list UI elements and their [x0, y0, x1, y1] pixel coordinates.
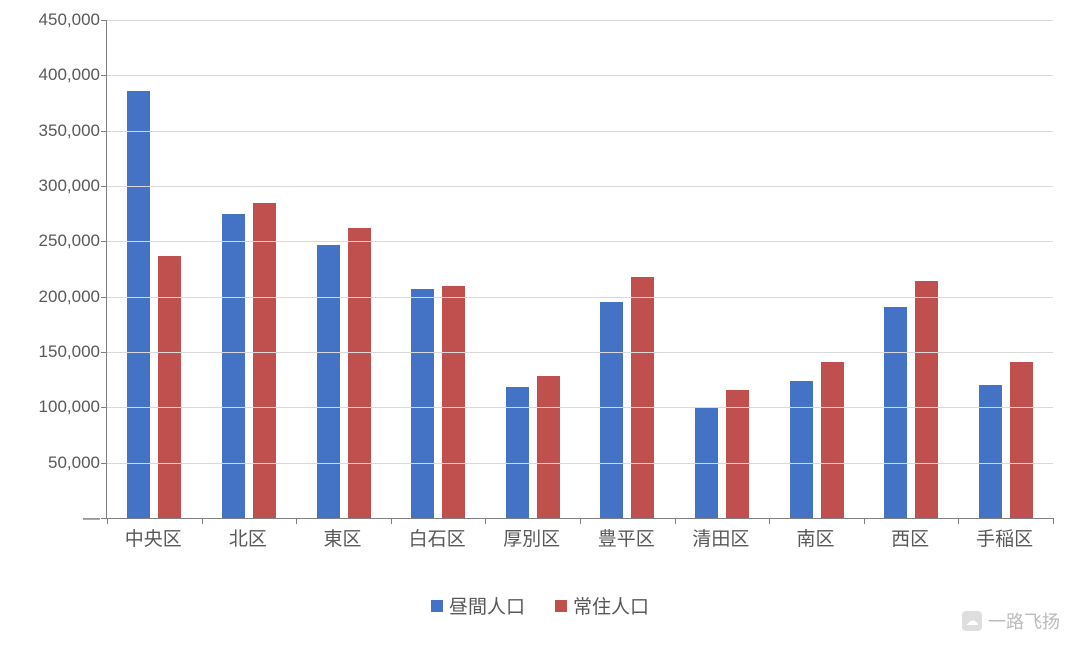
x-axis-label: 厚別区	[503, 524, 560, 551]
y-tick	[101, 407, 107, 408]
legend-item: 常住人口	[555, 592, 649, 619]
grid-line	[107, 186, 1053, 187]
wechat-icon: ☁	[962, 611, 982, 631]
y-tick	[101, 20, 107, 21]
bar	[537, 376, 560, 518]
y-tick	[101, 463, 107, 464]
y-tick	[101, 297, 107, 298]
bar	[726, 390, 749, 518]
y-tick	[101, 131, 107, 132]
bar	[1010, 362, 1033, 518]
bar	[821, 362, 844, 518]
x-tick	[107, 518, 108, 524]
x-axis-label: 西区	[891, 524, 929, 551]
y-tick	[101, 75, 107, 76]
x-axis-label: 中央区	[125, 524, 182, 551]
x-axis-label: 北区	[229, 524, 267, 551]
y-axis-label: 400,000	[10, 65, 100, 85]
bar	[631, 277, 654, 518]
y-tick	[101, 186, 107, 187]
grid-line	[107, 131, 1053, 132]
x-tick	[675, 518, 676, 524]
watermark-text: 一路飞扬	[988, 608, 1060, 634]
y-axis-label: 150,000	[10, 342, 100, 362]
y-tick	[101, 352, 107, 353]
bar	[600, 302, 623, 518]
x-axis-label: 清田区	[692, 524, 749, 551]
grid-line	[107, 352, 1053, 353]
y-axis-label: 100,000	[10, 397, 100, 417]
x-tick	[296, 518, 297, 524]
grid-line	[107, 241, 1053, 242]
bar	[222, 214, 245, 518]
grid-line	[107, 20, 1053, 21]
grid-line	[107, 407, 1053, 408]
bar	[127, 91, 150, 518]
legend-item: 昼間人口	[431, 592, 525, 619]
y-axis-label: 50,000	[10, 453, 100, 473]
grid-line	[107, 75, 1053, 76]
legend-swatch	[555, 600, 567, 612]
bar	[411, 289, 434, 518]
y-axis-label: 250,000	[10, 231, 100, 251]
x-tick	[485, 518, 486, 524]
x-axis-label: 白石区	[409, 524, 466, 551]
y-axis-label: 200,000	[10, 287, 100, 307]
x-axis-label: 豊平区	[598, 524, 655, 551]
x-tick	[580, 518, 581, 524]
plot-area	[106, 20, 1053, 519]
y-axis-label: 350,000	[10, 121, 100, 141]
bar	[348, 228, 371, 518]
bar	[442, 286, 465, 518]
legend-swatch	[431, 600, 443, 612]
wechat-glyph: ☁	[966, 613, 979, 629]
x-axis-label: 南区	[796, 524, 834, 551]
legend-label: 昼間人口	[449, 592, 525, 619]
x-tick	[958, 518, 959, 524]
bars-layer	[107, 20, 1053, 518]
legend: 昼間人口 常住人口	[431, 592, 649, 619]
x-tick	[202, 518, 203, 524]
grid-line	[107, 297, 1053, 298]
y-axis-label: 450,000	[10, 10, 100, 30]
x-tick	[769, 518, 770, 524]
y-axis-label: 300,000	[10, 176, 100, 196]
legend-label: 常住人口	[573, 592, 649, 619]
y-tick	[101, 241, 107, 242]
bar	[253, 203, 276, 518]
bar	[158, 256, 181, 518]
y-axis-label: —	[10, 508, 100, 528]
x-tick	[864, 518, 865, 524]
watermark: ☁ 一路飞扬	[962, 608, 1060, 634]
population-bar-chart: 昼間人口常住人口 —50,000100,000150,000200,000250…	[18, 10, 1062, 570]
bar	[790, 381, 813, 518]
x-axis-label: 手稲区	[976, 524, 1033, 551]
grid-line	[107, 463, 1053, 464]
bar	[915, 281, 938, 518]
bar	[317, 245, 340, 518]
x-tick	[1053, 518, 1054, 524]
bar	[979, 385, 1002, 518]
bar	[884, 307, 907, 518]
x-axis-label: 東区	[323, 524, 361, 551]
x-tick	[391, 518, 392, 524]
